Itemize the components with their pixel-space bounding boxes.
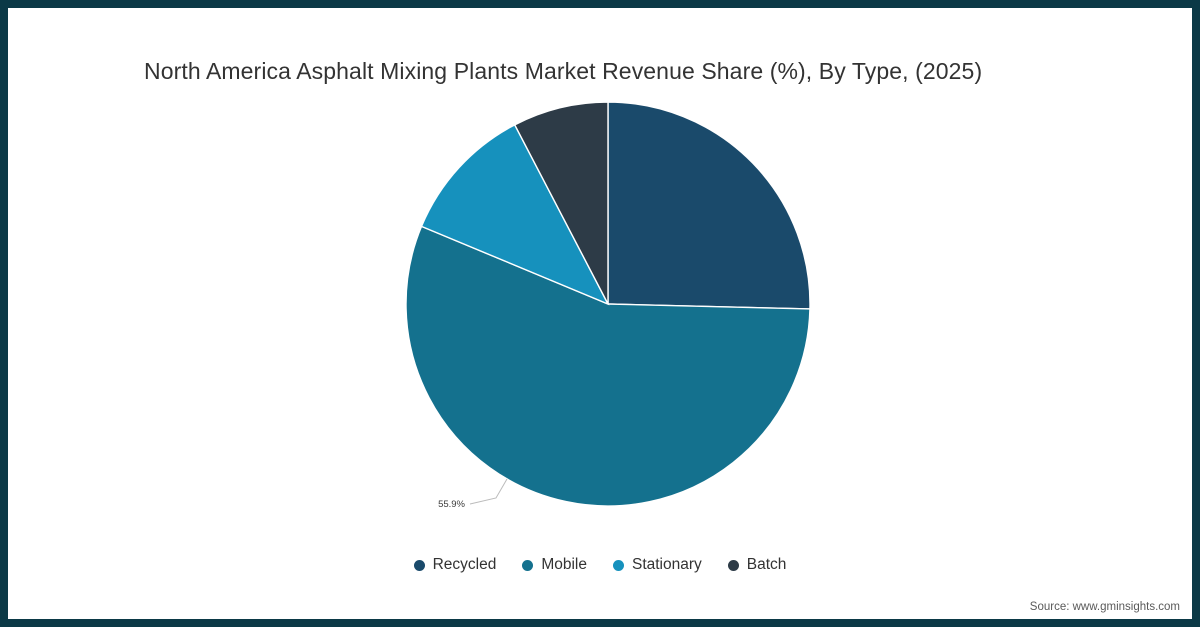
pie-leader-line-mobile bbox=[469, 478, 508, 505]
pie-leader-lines-group bbox=[469, 478, 508, 505]
pie-slice-stationary[interactable] bbox=[420, 123, 610, 306]
legend-marker-icon bbox=[612, 559, 624, 571]
legend-item-batch[interactable]: Batch bbox=[727, 556, 787, 574]
page-title: North America Asphalt Mixing Plants Mark… bbox=[144, 58, 983, 84]
pie-chart-svg: 55.9% bbox=[405, 101, 811, 510]
source-note: Source: www.gminsights.com bbox=[1029, 601, 1180, 613]
pie-slice-mobile[interactable] bbox=[405, 225, 811, 507]
pie-slice-recycled[interactable] bbox=[607, 101, 811, 310]
legend-item-label: Mobile bbox=[541, 556, 587, 573]
legend-item-stationary[interactable]: Stationary bbox=[612, 556, 702, 574]
legend-item-recycled[interactable]: Recycled bbox=[413, 556, 497, 574]
pie-chart-area: 55.9% bbox=[8, 8, 1192, 619]
pie-slice-batch[interactable] bbox=[513, 101, 609, 305]
legend-item-label: Recycled bbox=[432, 556, 497, 573]
legend-marker-icon bbox=[522, 559, 534, 571]
chart-legend: Recycled Mobile Stationary Batch bbox=[8, 556, 1192, 574]
pie-data-label-mobile: 55.9% bbox=[438, 499, 465, 510]
pie-data-labels-group: 55.9% bbox=[438, 499, 465, 510]
legend-marker-icon bbox=[727, 559, 739, 571]
legend-item-label: Stationary bbox=[631, 556, 702, 573]
legend-marker-icon bbox=[413, 559, 425, 571]
legend-item-mobile[interactable]: Mobile bbox=[522, 556, 587, 574]
pie-slices-group bbox=[405, 101, 811, 507]
legend-item-label: Batch bbox=[746, 556, 787, 573]
